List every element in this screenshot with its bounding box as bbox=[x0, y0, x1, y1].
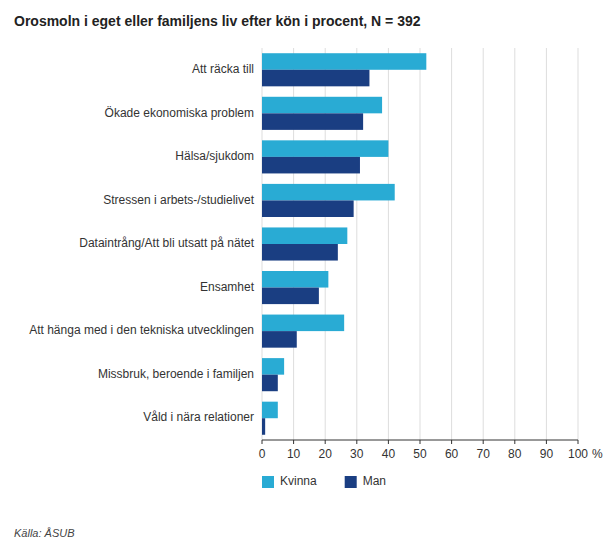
bar bbox=[262, 70, 369, 87]
bar bbox=[262, 375, 278, 392]
x-tick bbox=[325, 440, 326, 444]
grid-line bbox=[578, 48, 579, 440]
category-label: Våld i nära relationer bbox=[143, 410, 254, 424]
bar bbox=[262, 157, 360, 174]
bar bbox=[262, 244, 338, 261]
bar bbox=[262, 184, 395, 201]
category-label: Ensamhet bbox=[200, 280, 255, 294]
x-tick-label: 20 bbox=[319, 447, 333, 461]
bar bbox=[262, 53, 426, 70]
category-label: Dataintrång/Att bli utsatt på nätet bbox=[79, 236, 254, 250]
x-tick bbox=[388, 440, 389, 444]
grid-line bbox=[514, 48, 515, 440]
x-tick bbox=[262, 440, 263, 444]
source: Källa: ÅSUB bbox=[14, 527, 75, 539]
bar bbox=[262, 315, 344, 332]
background bbox=[0, 0, 611, 551]
bar bbox=[262, 271, 328, 288]
x-tick-label: 60 bbox=[445, 447, 459, 461]
category-label: Att hänga med i den tekniska utvecklinge… bbox=[29, 323, 254, 337]
grid-line bbox=[546, 48, 547, 440]
x-tick bbox=[451, 440, 452, 444]
x-tick bbox=[546, 440, 547, 444]
x-tick-label: 10 bbox=[287, 447, 301, 461]
legend-swatch bbox=[262, 476, 274, 488]
category-label: Hälsa/sjukdom bbox=[175, 149, 254, 163]
x-tick-label: 30 bbox=[350, 447, 364, 461]
legend-swatch bbox=[345, 476, 357, 488]
title: Orosmoln i eget eller familjens liv efte… bbox=[14, 13, 421, 29]
chart-container: Orosmoln i eget eller familjens liv efte… bbox=[0, 0, 611, 551]
x-tick bbox=[293, 440, 294, 444]
bar bbox=[262, 140, 388, 157]
x-tick-label: 40 bbox=[382, 447, 396, 461]
bar bbox=[262, 402, 278, 419]
legend: Kvinna Man bbox=[262, 474, 386, 488]
bar bbox=[262, 200, 354, 217]
y-axis: Att räcka till Ökade ekonomiska problem Hä… bbox=[29, 62, 254, 424]
category-label: Missbruk, beroende i familjen bbox=[98, 367, 254, 381]
grid-line bbox=[451, 48, 452, 440]
x-tick-label: 90 bbox=[540, 447, 554, 461]
x-axis-label: % bbox=[592, 447, 603, 461]
chart-svg: Orosmoln i eget eller familjens liv efte… bbox=[0, 0, 611, 551]
bars bbox=[262, 53, 426, 435]
x-tick-label: 80 bbox=[508, 447, 522, 461]
bar bbox=[262, 113, 363, 130]
x-tick bbox=[483, 440, 484, 444]
bar bbox=[262, 227, 347, 244]
bar bbox=[262, 288, 319, 305]
x-tick bbox=[578, 440, 579, 444]
x-tick bbox=[356, 440, 357, 444]
bar bbox=[262, 418, 265, 435]
x-tick-label: 50 bbox=[413, 447, 427, 461]
x-tick-label: 0 bbox=[259, 447, 266, 461]
category-label: Att räcka till bbox=[192, 62, 254, 76]
grid-line bbox=[388, 48, 389, 440]
legend-label: Kvinna bbox=[280, 474, 317, 488]
grid-line bbox=[420, 48, 421, 440]
x-axis: 0 10 20 30 40 50 60 70 80 90 100% bbox=[259, 440, 603, 461]
grid-line bbox=[483, 48, 484, 440]
bar bbox=[262, 97, 382, 114]
x-tick-label: 100 bbox=[568, 447, 588, 461]
category-label: Stressen i arbets-/studielivet bbox=[103, 193, 254, 207]
category-label: Ökade ekonomiska problem bbox=[105, 106, 254, 120]
grid bbox=[262, 48, 578, 440]
bar bbox=[262, 358, 284, 375]
bar bbox=[262, 331, 297, 348]
x-tick bbox=[420, 440, 421, 444]
legend-label: Man bbox=[363, 474, 386, 488]
x-tick-label: 70 bbox=[477, 447, 491, 461]
x-tick bbox=[514, 440, 515, 444]
